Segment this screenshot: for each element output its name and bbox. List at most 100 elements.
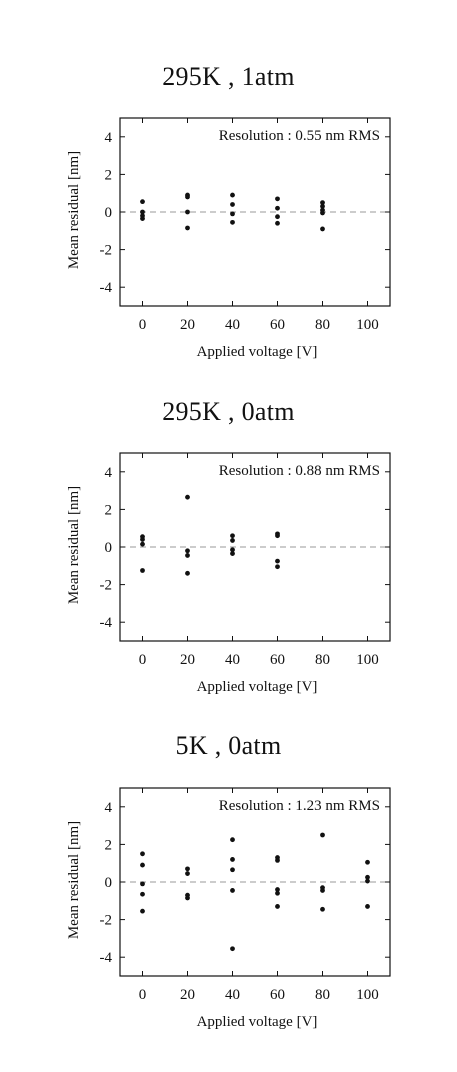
data-point [185, 194, 190, 200]
data-point [320, 210, 325, 216]
data-point [275, 214, 280, 220]
y-tick-label: 4 [105, 800, 113, 816]
data-point [275, 890, 280, 896]
x-tick-label: 20 [180, 652, 195, 668]
data-point [185, 553, 190, 558]
data-point [230, 219, 235, 225]
data-point [230, 192, 235, 198]
x-tick-label: 40 [225, 652, 240, 668]
data-point [185, 548, 190, 554]
resolution-annotation: Resolution : 0.88 nm RMS [219, 463, 380, 479]
data-point [230, 857, 235, 862]
data-point [365, 859, 370, 865]
data-point [275, 904, 280, 909]
data-point [320, 203, 325, 209]
data-point [230, 538, 235, 543]
y-tick-label: 2 [105, 167, 113, 183]
x-tick-label: 60 [270, 652, 285, 668]
x-tick-label: 100 [356, 652, 379, 668]
y-tick-label: -2 [100, 913, 113, 929]
data-point [275, 196, 280, 202]
data-point [275, 564, 280, 570]
chart-title: 295K , 1atm [162, 62, 295, 91]
y-tick-label: 2 [105, 502, 113, 518]
x-axis-label: Applied voltage [V] [197, 679, 318, 695]
y-tick-label: -2 [100, 243, 113, 259]
data-point [185, 209, 190, 215]
data-point [320, 200, 325, 205]
data-point [320, 832, 325, 838]
x-tick-label: 60 [270, 317, 285, 333]
data-point [140, 537, 145, 542]
x-tick-label: 20 [180, 987, 195, 1003]
x-tick-label: 0 [139, 652, 147, 668]
data-point [275, 205, 280, 211]
data-point [230, 888, 235, 893]
y-tick-label: 0 [105, 205, 113, 221]
y-axis-label: Mean residual [nm] [66, 821, 82, 939]
data-point [320, 888, 325, 893]
data-point [230, 547, 235, 553]
y-tick-label: -4 [100, 950, 113, 966]
data-point [140, 881, 145, 887]
x-tick-label: 40 [225, 317, 240, 333]
data-point [185, 895, 190, 901]
data-point [365, 878, 370, 884]
data-point [140, 199, 145, 205]
data-point [230, 867, 235, 873]
y-tick-label: 0 [105, 875, 113, 891]
y-tick-label: 2 [105, 837, 113, 853]
data-point [365, 874, 370, 880]
x-tick-label: 0 [139, 987, 147, 1003]
x-tick-label: 80 [315, 652, 330, 668]
data-point [140, 541, 145, 547]
data-point [230, 533, 235, 539]
data-point [320, 226, 325, 232]
data-point [275, 220, 280, 226]
y-tick-label: 4 [105, 130, 113, 146]
data-point [230, 551, 235, 556]
y-tick-label: 0 [105, 540, 113, 556]
x-axis-label: Applied voltage [V] [197, 344, 318, 360]
data-point [185, 494, 190, 500]
x-axis-label: Applied voltage [V] [197, 1014, 318, 1030]
data-point [140, 216, 145, 221]
data-point [230, 202, 235, 207]
data-point [185, 225, 190, 231]
x-tick-label: 20 [180, 317, 195, 333]
data-point [185, 866, 190, 872]
data-point [275, 887, 280, 892]
x-tick-label: 100 [356, 987, 379, 1003]
x-tick-label: 100 [356, 317, 379, 333]
y-axis-label: Mean residual [nm] [66, 151, 82, 269]
data-point [140, 209, 145, 215]
data-point [140, 908, 145, 914]
data-point [230, 837, 235, 843]
y-tick-label: -2 [100, 578, 113, 594]
data-point [140, 862, 145, 868]
x-tick-label: 80 [315, 317, 330, 333]
y-tick-label: -4 [100, 280, 113, 296]
y-axis-label: Mean residual [nm] [66, 486, 82, 604]
y-tick-label: -4 [100, 615, 113, 631]
resolution-annotation: Resolution : 0.55 nm RMS [219, 128, 380, 144]
data-point [365, 904, 370, 909]
data-point [230, 946, 235, 952]
chart-title: 5K , 0atm [175, 731, 282, 760]
data-point [320, 906, 325, 912]
data-point [275, 533, 280, 539]
chart-title: 295K , 0atm [162, 397, 295, 426]
resolution-annotation: Resolution : 1.23 nm RMS [219, 798, 380, 814]
x-tick-label: 40 [225, 987, 240, 1003]
x-tick-label: 60 [270, 987, 285, 1003]
data-point [185, 570, 190, 576]
data-point [185, 871, 190, 876]
data-point [140, 568, 145, 573]
data-point [140, 851, 145, 857]
x-tick-label: 0 [139, 317, 147, 333]
x-tick-label: 80 [315, 987, 330, 1003]
data-point [275, 857, 280, 863]
